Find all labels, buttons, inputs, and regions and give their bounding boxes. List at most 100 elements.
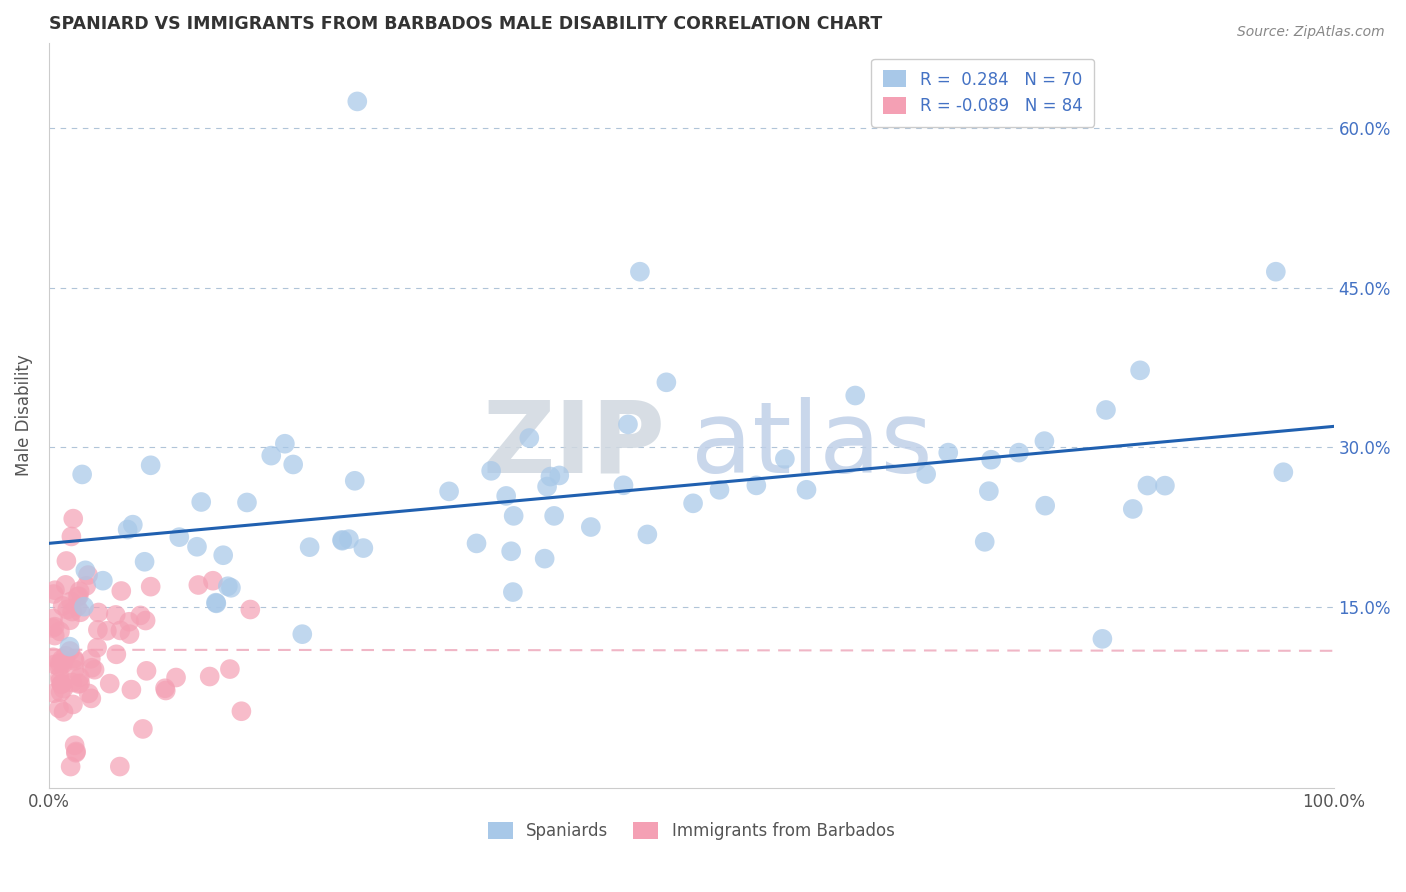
Point <box>330 533 353 547</box>
Point <box>63 651 86 665</box>
Point <box>533 551 555 566</box>
Point <box>96 624 118 638</box>
Point <box>198 669 221 683</box>
Point <box>59 759 82 773</box>
Point <box>165 671 187 685</box>
Point <box>231 704 253 718</box>
Point <box>465 536 488 550</box>
Point <box>796 483 818 497</box>
Point <box>1091 632 1114 646</box>
Point <box>579 520 602 534</box>
Point <box>129 608 152 623</box>
Point <box>139 458 162 473</box>
Point <box>502 508 524 523</box>
Point <box>298 540 321 554</box>
Point <box>48 660 70 674</box>
Point <box>617 417 640 432</box>
Point <box>121 517 143 532</box>
Point <box>77 686 100 700</box>
Point <box>745 478 768 492</box>
Point <box>83 663 105 677</box>
Point <box>63 654 86 668</box>
Point <box>91 574 114 588</box>
Point <box>636 527 658 541</box>
Point <box>52 705 75 719</box>
Point <box>346 95 368 109</box>
Point <box>49 685 72 699</box>
Point <box>973 534 995 549</box>
Point <box>501 544 523 558</box>
Point <box>44 657 66 672</box>
Point <box>59 644 82 658</box>
Point <box>612 478 634 492</box>
Point <box>63 739 86 753</box>
Point <box>844 388 866 402</box>
Point <box>132 722 155 736</box>
Text: SPANIARD VS IMMIGRANTS FROM BARBADOS MALE DISABILITY CORRELATION CHART: SPANIARD VS IMMIGRANTS FROM BARBADOS MAL… <box>49 15 882 33</box>
Point <box>536 479 558 493</box>
Point <box>135 614 157 628</box>
Point <box>69 676 91 690</box>
Y-axis label: Male Disability: Male Disability <box>15 354 32 476</box>
Point <box>239 602 262 616</box>
Point <box>42 587 65 601</box>
Point <box>104 607 127 622</box>
Point <box>51 677 73 691</box>
Point <box>205 596 228 610</box>
Point <box>44 583 66 598</box>
Point <box>70 467 93 482</box>
Point <box>117 523 139 537</box>
Point <box>66 599 89 614</box>
Point <box>274 436 297 450</box>
Point <box>219 581 242 595</box>
Point <box>51 677 73 691</box>
Point <box>86 640 108 655</box>
Point <box>56 602 79 616</box>
Point <box>169 530 191 544</box>
Point <box>709 483 731 497</box>
Point <box>69 584 91 599</box>
Point <box>1122 502 1144 516</box>
Point <box>55 578 77 592</box>
Point <box>352 541 374 555</box>
Point <box>110 624 132 638</box>
Point <box>87 623 110 637</box>
Point <box>260 449 283 463</box>
Point <box>153 681 176 696</box>
Point <box>49 670 72 684</box>
Point <box>59 613 82 627</box>
Point <box>1129 363 1152 377</box>
Point <box>59 594 82 608</box>
Point <box>108 759 131 773</box>
Point <box>1033 434 1056 449</box>
Point <box>58 640 80 654</box>
Point <box>42 650 65 665</box>
Point <box>63 663 86 677</box>
Point <box>517 431 540 445</box>
Point <box>65 744 87 758</box>
Point <box>682 496 704 510</box>
Point <box>495 489 517 503</box>
Point <box>502 585 524 599</box>
Point <box>186 540 208 554</box>
Text: Source: ZipAtlas.com: Source: ZipAtlas.com <box>1237 25 1385 39</box>
Text: atlas: atlas <box>692 397 934 493</box>
Point <box>87 606 110 620</box>
Point <box>120 682 142 697</box>
Point <box>49 624 72 639</box>
Point <box>217 579 239 593</box>
Point <box>437 484 460 499</box>
Point <box>936 445 959 459</box>
Point <box>479 464 502 478</box>
Point <box>1008 445 1031 459</box>
Point <box>42 611 65 625</box>
Point <box>538 469 561 483</box>
Point <box>44 620 66 634</box>
Point <box>139 580 162 594</box>
Point <box>337 532 360 546</box>
Point <box>330 533 353 548</box>
Point <box>205 596 228 610</box>
Point <box>42 686 65 700</box>
Point <box>67 589 90 603</box>
Point <box>48 656 70 670</box>
